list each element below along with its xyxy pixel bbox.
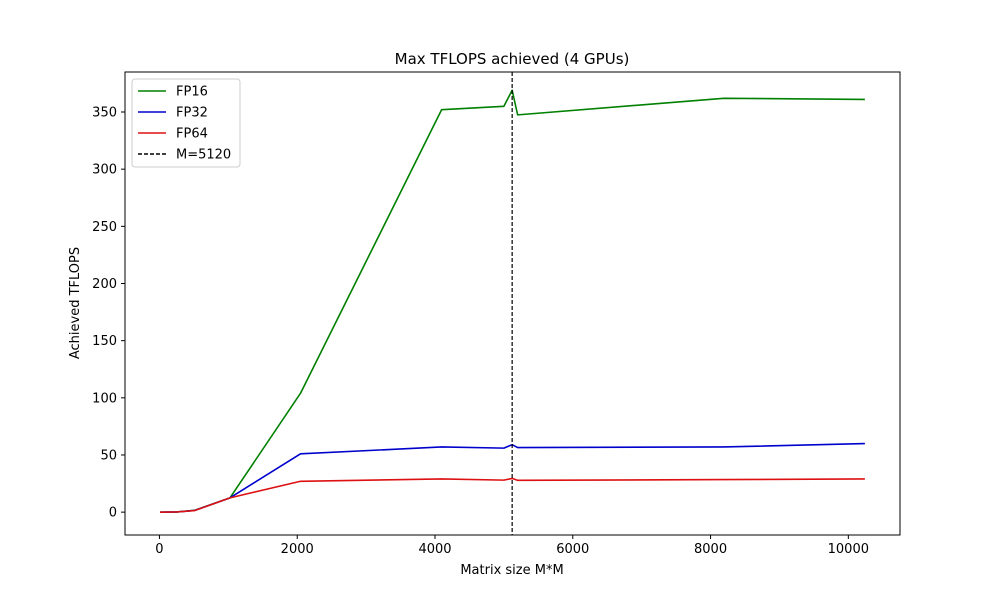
y-axis-ticks: 0 50 100 150 200 250 300 350 [92, 106, 125, 521]
plot-frame [124, 71, 901, 536]
x-axis-label: Matrix size M*M [460, 563, 563, 578]
y-tick-label: 200 [92, 277, 117, 292]
y-tick-label: 100 [92, 391, 117, 406]
x-tick-label: 4000 [418, 542, 451, 557]
legend-label: FP16 [176, 85, 208, 100]
x-tick-label: 6000 [556, 542, 589, 557]
x-tick-label: 10000 [828, 542, 869, 557]
legend-box [131, 78, 241, 168]
series-line-fp64 [159, 477, 865, 513]
y-tick-label: 250 [92, 220, 117, 235]
legend-label: M=5120 [176, 148, 231, 163]
y-tick-label: 350 [92, 106, 117, 121]
x-axis-ticks: 0 2000 4000 6000 8000 10000 [155, 535, 869, 557]
y-axis-label: Achieved TFLOPS [68, 247, 83, 359]
y-tick-label: 0 [109, 506, 117, 521]
legend-label: FP64 [176, 127, 208, 142]
legend: FP16 FP32 FP64 M=5120 [131, 78, 241, 168]
chart-title: Max TFLOPS achieved (4 GPUs) [395, 50, 630, 68]
x-tick-label: 0 [155, 542, 163, 557]
y-tick-label: 300 [92, 163, 117, 178]
series-lines [159, 89, 865, 513]
legend-label: FP32 [176, 106, 208, 121]
x-tick-label: 8000 [694, 542, 727, 557]
y-tick-label: 50 [100, 448, 117, 463]
y-tick-label: 150 [92, 334, 117, 349]
plot-area [124, 71, 901, 536]
x-tick-label: 2000 [281, 542, 314, 557]
